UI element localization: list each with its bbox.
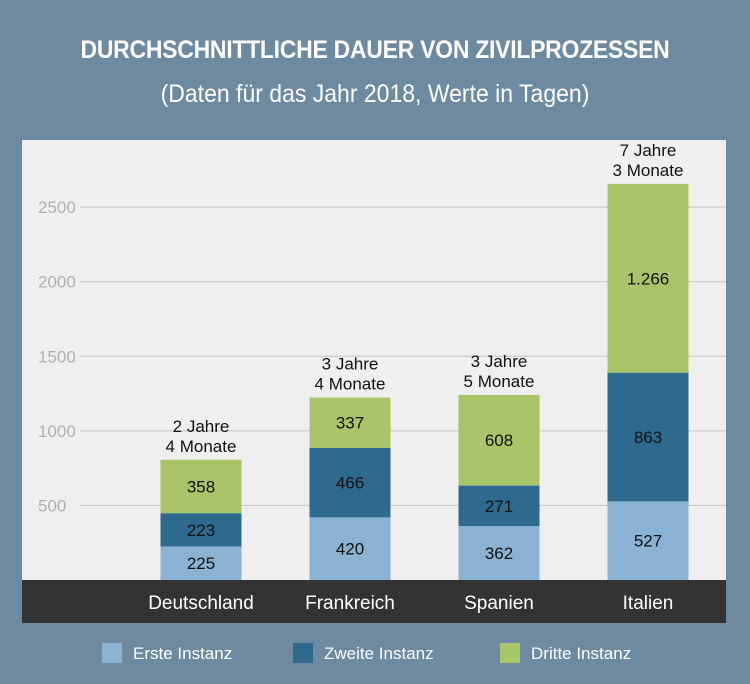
bar-deutschland-dritte xyxy=(160,459,242,514)
bar-italien-zweite xyxy=(607,372,689,502)
chart-title: DURCHSCHNITTLICHE DAUER VON ZIVILPROZESS… xyxy=(80,36,670,64)
y-tick-label-2500: 2500 xyxy=(38,198,76,217)
total-label-line1-spanien: 3 Jahre xyxy=(471,352,528,371)
bar-deutschland-erste xyxy=(160,546,242,580)
bar-frankreich-erste xyxy=(309,517,391,580)
total-label-line1-italien: 7 Jahre xyxy=(620,141,677,160)
y-tick-label-2000: 2000 xyxy=(38,273,76,292)
y-tick-label-500: 500 xyxy=(38,496,66,515)
bar-italien-erste xyxy=(607,501,689,580)
value-label-deutschland-dritte: 358 xyxy=(187,477,215,496)
bar-spanien-zweite xyxy=(458,485,540,527)
total-label-line2-deutschland: 4 Monate xyxy=(166,437,237,456)
value-label-frankreich-erste: 420 xyxy=(336,540,364,559)
total-label-line1-frankreich: 3 Jahre xyxy=(322,355,379,374)
total-label-line2-frankreich: 4 Monate xyxy=(315,375,386,394)
value-label-italien-zweite: 863 xyxy=(634,428,662,447)
category-label-spanien: Spanien xyxy=(464,593,534,614)
total-label-line2-spanien: 5 Monate xyxy=(464,372,535,391)
category-label-deutschland: Deutschland xyxy=(148,593,254,614)
bar-spanien-erste xyxy=(458,526,540,580)
bar-frankreich-zweite xyxy=(309,447,391,518)
value-label-frankreich-dritte: 337 xyxy=(336,414,364,433)
category-band xyxy=(22,580,726,623)
legend: Erste Instanz Zweite Instanz Dritte Inst… xyxy=(0,638,750,670)
value-label-spanien-dritte: 608 xyxy=(485,431,513,450)
bar-spanien-dritte xyxy=(458,394,540,486)
legend-label-erste: Erste Instanz xyxy=(133,644,233,663)
value-label-spanien-erste: 362 xyxy=(485,544,513,563)
y-tick-label-1500: 1500 xyxy=(38,347,76,366)
value-label-frankreich-zweite: 466 xyxy=(336,474,364,493)
value-label-deutschland-erste: 225 xyxy=(187,554,215,573)
value-label-spanien-zweite: 271 xyxy=(485,497,513,516)
legend-swatch-erste xyxy=(102,643,122,663)
bar-frankreich-dritte xyxy=(309,397,391,448)
y-tick-label-1000: 1000 xyxy=(38,422,76,441)
bar-italien-dritte xyxy=(607,183,689,373)
legend-label-dritte: Dritte Instanz xyxy=(531,644,632,663)
value-label-deutschland-zweite: 223 xyxy=(187,521,215,540)
legend-label-zweite: Zweite Instanz xyxy=(324,644,434,663)
total-label-line1-deutschland: 2 Jahre xyxy=(173,417,230,436)
bar-deutschland-zweite xyxy=(160,513,242,547)
value-label-italien-erste: 527 xyxy=(634,532,662,551)
chart-subtitle: (Daten für das Jahr 2018, Werte in Tagen… xyxy=(160,80,590,108)
value-label-italien-dritte: 1.266 xyxy=(627,269,670,288)
category-label-frankreich: Frankreich xyxy=(305,593,395,614)
total-label-line2-italien: 3 Monate xyxy=(613,161,684,180)
category-label-italien: Italien xyxy=(623,593,674,614)
legend-swatch-dritte xyxy=(500,643,520,663)
legend-swatch-zweite xyxy=(293,643,313,663)
